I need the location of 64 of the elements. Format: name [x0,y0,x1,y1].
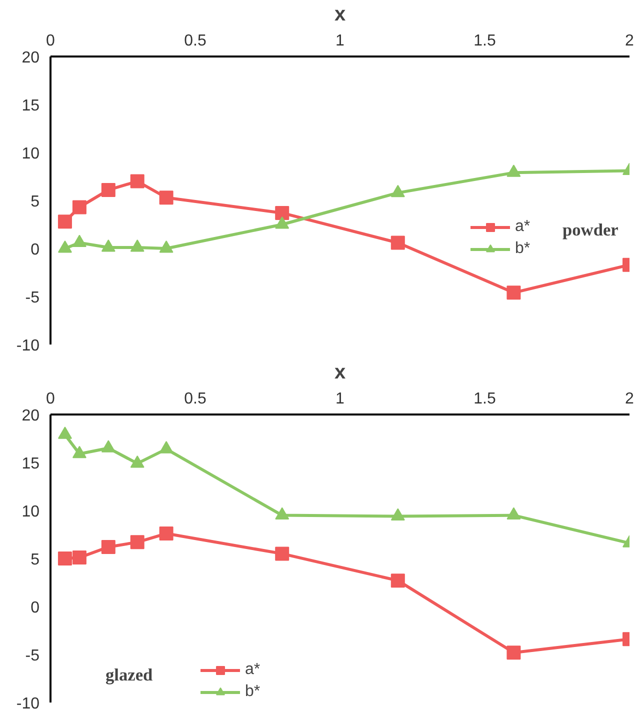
x-tick-label: 0.5 [184,32,206,50]
y-tick-label: 15 [22,98,40,114]
point [72,446,86,458]
point [130,240,144,252]
point [159,441,174,454]
point [58,240,72,253]
x-tick-label: 1.5 [474,32,496,50]
x-axis-title: x [334,4,346,26]
point [506,507,521,520]
point [390,236,405,250]
point [130,174,144,188]
annotation: powder [562,220,619,240]
point [72,234,86,247]
point [159,526,174,541]
point [58,214,72,229]
point [506,646,521,660]
x-tick-label: 0 [46,32,56,50]
point [506,164,521,177]
point [159,240,174,253]
legend-label: b* [245,683,262,701]
x-tick-label: 1 [336,32,345,50]
point [101,240,116,252]
y-tick-label: 20 [22,408,40,424]
point [72,200,86,214]
point [390,574,405,588]
y-tick-label: 5 [30,552,40,568]
x-tick-label: 1.5 [474,390,496,408]
point [101,440,116,452]
point [275,206,290,220]
y-tick-label: 15 [22,456,40,472]
y-tick-label: 20 [22,50,40,66]
point [58,426,72,439]
point [275,216,290,229]
x-tick-label: 0.5 [184,390,206,408]
annotation: glazed [106,666,154,684]
point [390,184,405,198]
y-tick-label: 0 [30,242,40,258]
y-tick-label: 10 [22,504,40,520]
y-tick-label: 10 [22,146,40,162]
y-tick-label: -10 [16,338,40,354]
y-tick-label: 5 [30,194,40,210]
x-tick-label: 0 [46,390,56,408]
x-tick-label: 1 [336,390,345,408]
point [275,546,290,561]
x-tick-label: 2 [625,390,634,408]
point [72,550,86,565]
y-tick-label: -5 [25,648,40,664]
point [159,190,174,205]
legend-label: a* [245,661,262,679]
point [101,540,116,554]
x-tick-label: 2 [625,32,634,50]
point [506,286,521,300]
y-tick-label: -10 [16,696,40,712]
y-tick-label: -5 [25,290,40,306]
legend-label: b* [515,240,532,258]
point [275,507,290,520]
x-axis-title: x [334,362,346,384]
point [390,508,405,521]
point [130,535,144,550]
y-tick-label: 0 [30,600,40,616]
legend-label: a* [515,218,532,236]
point [130,455,144,468]
point [58,552,72,566]
point [101,182,116,197]
